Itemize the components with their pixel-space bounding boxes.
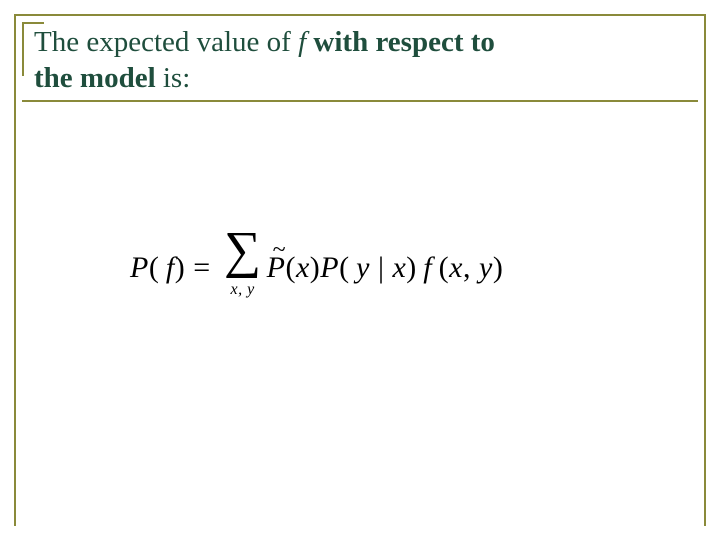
eq-y: y xyxy=(356,251,370,284)
title-bold-1: with respect to xyxy=(306,26,495,58)
eq-rparen-2: ) xyxy=(406,251,417,284)
eq-f: f xyxy=(423,251,432,284)
eq-P2: P xyxy=(320,251,339,284)
frame-right xyxy=(704,14,706,526)
sigma-symbol: ∑ xyxy=(221,225,265,277)
title-italic-f: f xyxy=(298,26,306,58)
title-underline xyxy=(22,100,698,102)
eq-x2: x xyxy=(392,251,406,284)
frame-left xyxy=(14,14,16,526)
p-tilde: ~P xyxy=(267,251,286,285)
title-bracket-vertical xyxy=(22,22,24,76)
tilde: ~ xyxy=(273,237,286,264)
eq-lparen-0: ( xyxy=(149,251,160,284)
eq-x3: x xyxy=(449,251,463,284)
slide-title: The expected value of f with respect to … xyxy=(34,24,690,97)
equation: P( f) = ∑ x, y ~P(x)P( y | x) f (x, y) xyxy=(130,235,503,305)
eq-lparen-3: ( xyxy=(439,251,450,284)
slide: The expected value of f with respect to … xyxy=(0,0,720,540)
eq-lhs-f: f xyxy=(166,251,175,284)
eq-y3: y xyxy=(479,251,493,284)
eq-lparen-2: ( xyxy=(339,251,350,284)
sigma-sub: x, y xyxy=(221,281,265,299)
summation: ∑ x, y xyxy=(221,235,265,305)
eq-rparen-3: ) xyxy=(493,251,504,284)
eq-x1: x xyxy=(296,251,310,284)
title-bold-2: the model xyxy=(34,62,156,94)
eq-rparen-1: ) xyxy=(310,251,321,284)
frame-top xyxy=(14,14,706,16)
title-part1: The expected value of xyxy=(34,26,298,58)
eq-rparen-0: ) xyxy=(175,251,186,284)
eq-equals: = xyxy=(185,251,218,284)
eq-bar: | xyxy=(370,251,393,284)
eq-comma: , xyxy=(463,251,479,284)
title-part2: is: xyxy=(156,62,191,94)
eq-lparen-1: ( xyxy=(285,251,296,284)
eq-lhs-P: P xyxy=(130,251,149,284)
